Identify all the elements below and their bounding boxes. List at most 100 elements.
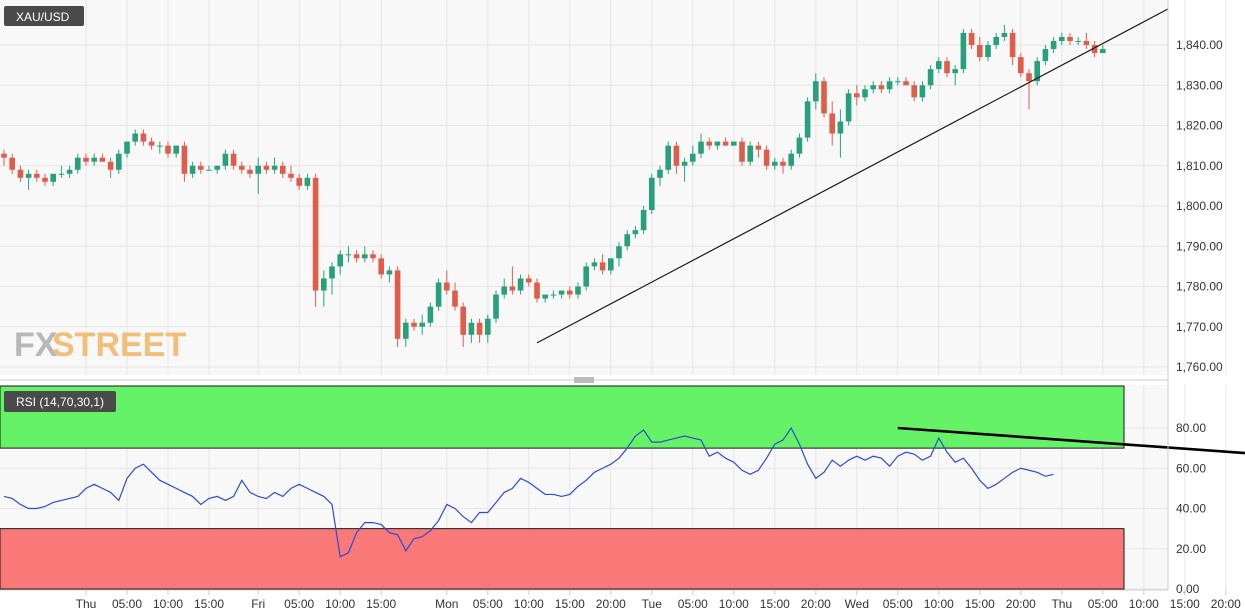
candle-body xyxy=(944,61,950,74)
candle-body xyxy=(1067,36,1073,41)
candle-body xyxy=(649,177,655,211)
candle-body xyxy=(17,169,24,178)
price-tick-label: 1,830.00 xyxy=(1176,78,1223,92)
candle-body xyxy=(895,81,901,83)
candle-body xyxy=(862,89,868,98)
candle-body xyxy=(698,141,704,154)
candle-body xyxy=(624,234,630,247)
candle-body xyxy=(665,145,671,170)
candle-body xyxy=(968,32,975,45)
candle-body xyxy=(837,121,844,134)
x-tick-label: 05:00 xyxy=(473,597,503,611)
symbol-badge: XAU/USD xyxy=(4,6,84,26)
candle-body xyxy=(772,161,778,166)
price-y-axis: 1,760.00 1,770.00 1,780.00 1,790.00 1,800.00… xyxy=(1176,38,1223,374)
candle-body xyxy=(747,145,753,162)
candle-body xyxy=(673,145,680,166)
candle-body xyxy=(550,294,557,296)
candle-body xyxy=(780,161,786,166)
candle-body xyxy=(952,69,958,74)
candle-body xyxy=(157,145,163,147)
candle-body xyxy=(1050,40,1057,50)
candle-body xyxy=(977,45,983,58)
candle-body xyxy=(83,157,89,162)
candle-body xyxy=(919,85,926,98)
candle-body xyxy=(706,141,712,146)
panel-resize-handle[interactable] xyxy=(574,377,594,383)
price-tick-label: 1,770.00 xyxy=(1176,320,1223,334)
x-tick-label: Wed xyxy=(845,597,869,611)
candle-body xyxy=(230,153,237,166)
x-tick-label: 20:00 xyxy=(1006,597,1036,611)
rsi-tick-label: 20.00 xyxy=(1176,542,1206,556)
rsi-badge: RSI (14,70,30,1) xyxy=(4,391,116,412)
candle-body xyxy=(534,282,540,299)
candle-body xyxy=(608,258,614,271)
candle-body xyxy=(829,113,835,134)
candle-body xyxy=(435,282,442,307)
candle-body xyxy=(288,173,294,178)
candle-body xyxy=(936,61,942,70)
candle-body xyxy=(509,286,516,291)
candle-body xyxy=(526,278,532,283)
candle-body xyxy=(1026,73,1032,82)
candle-body xyxy=(599,262,606,271)
candle-body xyxy=(280,165,286,174)
candle-body xyxy=(124,141,130,154)
candle-body xyxy=(739,141,745,162)
candle-body xyxy=(214,165,220,170)
candle-body xyxy=(476,322,483,335)
candle-body xyxy=(845,93,852,122)
candle-body xyxy=(927,69,934,86)
candle-body xyxy=(263,165,270,170)
watermark-street: STREET xyxy=(52,326,186,364)
candle-body xyxy=(681,161,688,166)
candle-body xyxy=(567,290,573,295)
candle-body xyxy=(255,165,261,174)
candle-body xyxy=(58,173,65,175)
candle-body xyxy=(632,230,639,235)
overbought-zone xyxy=(0,385,1125,449)
candle-body xyxy=(116,153,122,170)
candle-body xyxy=(460,306,466,335)
rsi-tick-label: 0.00 xyxy=(1176,582,1200,596)
rsi-trendline-segment xyxy=(897,426,1245,455)
candle-body xyxy=(140,133,147,142)
candle-body xyxy=(1083,40,1090,45)
candle-body xyxy=(198,165,204,170)
candle-body xyxy=(788,153,794,166)
rsi-series xyxy=(3,426,1054,558)
rsi-zones xyxy=(0,385,1125,590)
candle-body xyxy=(804,101,811,138)
x-tick-label: Thu xyxy=(1051,597,1072,611)
candle-body xyxy=(813,81,819,102)
price-tick-label: 1,820.00 xyxy=(1176,119,1223,133)
candle-body xyxy=(427,306,434,323)
x-tick-label: Mon xyxy=(435,597,458,611)
x-tick-label: 15:00 xyxy=(366,597,396,611)
x-tick-label: 10:00 xyxy=(514,597,544,611)
x-tick-label: 20:00 xyxy=(801,597,831,611)
x-tick-label: 10:00 xyxy=(153,597,183,611)
candle-body xyxy=(403,322,409,339)
rsi-y-axis: 0.00 20.00 40.00 60.00 80.00 xyxy=(1176,421,1206,596)
candle-body xyxy=(878,85,885,90)
candle-body xyxy=(411,322,417,327)
x-tick-label: 05:00 xyxy=(112,597,142,611)
candle-body xyxy=(444,282,450,291)
candle-body xyxy=(239,165,245,170)
x-tick-label: 10:00 xyxy=(719,597,749,611)
candle-body xyxy=(542,294,548,299)
candle-body xyxy=(353,254,360,259)
x-tick-label: Tue xyxy=(642,597,663,611)
candle-body xyxy=(1009,32,1016,58)
candle-body xyxy=(886,81,893,90)
x-tick-label: 05:00 xyxy=(883,597,913,611)
candle-body xyxy=(107,161,114,170)
candle-body xyxy=(657,169,663,178)
x-tick-label: 05:00 xyxy=(678,597,708,611)
candle-body xyxy=(370,254,376,259)
candle-body xyxy=(206,169,212,171)
price-tick-label: 1,760.00 xyxy=(1176,360,1223,374)
x-tick-label: 15:00 xyxy=(1170,597,1200,611)
